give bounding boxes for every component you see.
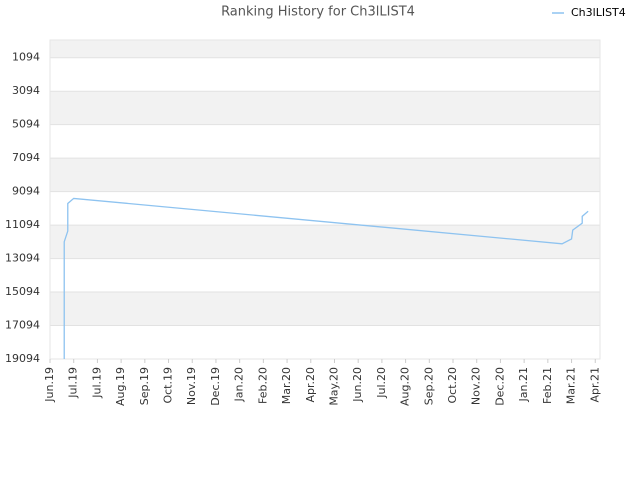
band bbox=[50, 91, 600, 125]
x-tick-label: Mar.21 bbox=[565, 367, 578, 404]
x-tick-label: Jul.19 bbox=[90, 367, 103, 399]
x-tick-label: Oct.20 bbox=[446, 367, 459, 404]
x-tick-label: Jul.20 bbox=[375, 367, 388, 399]
y-tick-label: 13094 bbox=[5, 252, 40, 265]
y-tick-label: 3094 bbox=[12, 84, 40, 97]
y-tick-label: 7094 bbox=[12, 151, 40, 164]
x-tick-label: Dec.20 bbox=[493, 367, 506, 406]
line bbox=[63, 197, 589, 359]
x-tick-label: May.20 bbox=[327, 367, 340, 406]
y-tick-label: 1094 bbox=[12, 51, 40, 64]
x-tick-label: Feb.21 bbox=[541, 367, 554, 404]
legend-label: Ch3lLIST4 bbox=[571, 6, 626, 19]
x-tick-label: Nov.19 bbox=[185, 367, 198, 405]
x-tick-label: Jul.19 bbox=[67, 367, 80, 399]
x-tick-label: Jan.20 bbox=[233, 367, 246, 402]
band bbox=[50, 40, 600, 58]
x-tick-label: Aug.20 bbox=[399, 367, 412, 406]
x-tick-label: Sep.20 bbox=[422, 367, 435, 405]
y-tick-label: 17094 bbox=[5, 319, 40, 332]
x-tick-label: Jan.21 bbox=[517, 367, 530, 402]
x-tick-label: Apr.21 bbox=[588, 367, 601, 403]
x-tick-label: Feb.20 bbox=[256, 367, 269, 404]
x-tick-label: Mar.20 bbox=[280, 367, 293, 404]
band bbox=[50, 292, 600, 326]
x-tick-label: Sep.19 bbox=[138, 367, 151, 405]
band bbox=[50, 158, 600, 192]
x-tick-label: Jun.20 bbox=[351, 367, 364, 403]
x-tick-label: Apr.20 bbox=[304, 367, 317, 403]
y-tick-label: 5094 bbox=[12, 118, 40, 131]
x-tick-label: Dec.19 bbox=[209, 367, 222, 406]
y-tick-label: 9094 bbox=[12, 185, 40, 198]
band bbox=[50, 225, 600, 259]
y-tick-label: 11094 bbox=[5, 218, 40, 231]
x-tick-label: Nov.20 bbox=[470, 367, 483, 405]
x-tick-label: Jun.19 bbox=[43, 367, 56, 403]
y-tick-label: 19094 bbox=[5, 352, 40, 365]
x-tick-label: Oct.19 bbox=[162, 367, 175, 404]
y-tick-label: 15094 bbox=[5, 285, 40, 298]
x-tick-label: Aug.19 bbox=[114, 367, 127, 406]
plot-border bbox=[49, 39, 601, 360]
chart-title: Ranking History for Ch3lLIST4 bbox=[221, 5, 415, 20]
